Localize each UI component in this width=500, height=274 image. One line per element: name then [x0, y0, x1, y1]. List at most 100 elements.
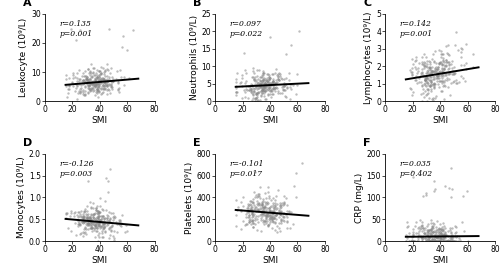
Point: [74, 78, 82, 83]
Point: [424, 81, 432, 86]
Point: [81, 226, 89, 230]
Point: [270, 216, 278, 221]
Point: [272, 212, 280, 217]
Point: [268, 81, 276, 85]
Point: [433, 67, 441, 71]
Point: [272, 212, 280, 216]
Point: [268, 89, 276, 93]
Point: [431, 237, 439, 242]
Point: [107, 210, 115, 215]
Point: [94, 78, 102, 82]
Point: [436, 238, 444, 243]
Point: [109, 211, 117, 216]
Point: [64, 86, 72, 91]
Point: [262, 81, 270, 85]
Point: [75, 82, 83, 86]
Point: [277, 210, 285, 215]
Point: [88, 82, 96, 87]
Point: [100, 72, 108, 76]
Point: [405, 231, 413, 235]
Point: [248, 215, 256, 219]
Point: [96, 79, 104, 83]
Point: [442, 75, 450, 80]
Point: [433, 76, 441, 80]
Point: [100, 78, 108, 82]
Point: [424, 236, 432, 241]
Point: [430, 225, 438, 230]
Point: [259, 77, 267, 82]
Point: [248, 209, 256, 214]
Point: [75, 68, 83, 72]
Point: [434, 233, 442, 238]
Point: [446, 238, 454, 243]
Point: [268, 195, 276, 200]
Point: [261, 86, 269, 90]
Point: [92, 77, 100, 82]
Point: [258, 203, 266, 207]
Point: [246, 84, 254, 88]
Point: [433, 67, 441, 72]
Point: [81, 207, 89, 212]
Point: [86, 87, 94, 92]
Point: [426, 96, 434, 100]
Point: [258, 85, 266, 90]
Point: [440, 224, 448, 229]
Point: [422, 64, 430, 68]
Point: [99, 222, 107, 227]
Point: [440, 235, 448, 239]
Point: [102, 176, 110, 180]
Point: [101, 69, 109, 74]
Point: [430, 59, 438, 63]
Point: [251, 218, 259, 222]
Point: [79, 234, 87, 238]
Point: [448, 233, 456, 237]
Point: [428, 239, 436, 243]
Point: [413, 70, 421, 75]
Point: [440, 239, 448, 243]
Point: [264, 185, 272, 189]
Point: [89, 221, 97, 226]
Point: [446, 230, 454, 234]
Point: [236, 200, 244, 204]
Point: [266, 76, 274, 81]
Point: [88, 73, 96, 78]
Point: [438, 239, 446, 243]
Point: [456, 238, 464, 242]
Point: [252, 80, 260, 85]
Point: [93, 226, 101, 230]
Point: [408, 62, 416, 67]
Point: [272, 213, 280, 217]
Point: [276, 78, 283, 82]
Point: [256, 78, 264, 82]
Point: [107, 82, 115, 86]
Point: [402, 239, 410, 243]
Point: [292, 171, 300, 175]
Point: [70, 214, 78, 218]
Point: [100, 79, 108, 84]
Point: [438, 67, 446, 71]
Point: [96, 221, 104, 225]
Point: [446, 77, 454, 81]
Point: [438, 58, 446, 62]
Point: [98, 90, 106, 95]
Point: [86, 214, 94, 219]
Point: [279, 215, 287, 219]
Point: [255, 202, 263, 206]
Point: [94, 209, 102, 213]
Point: [90, 83, 98, 87]
Point: [86, 68, 94, 73]
Point: [79, 78, 87, 83]
Point: [432, 230, 440, 234]
Point: [438, 52, 446, 56]
Point: [436, 232, 444, 237]
Point: [248, 207, 256, 212]
Point: [88, 226, 96, 230]
Point: [113, 222, 121, 226]
Point: [258, 202, 266, 206]
Point: [440, 68, 448, 73]
Point: [97, 78, 105, 82]
Point: [73, 79, 81, 83]
Point: [450, 80, 458, 84]
Point: [426, 228, 434, 233]
Point: [90, 212, 98, 216]
